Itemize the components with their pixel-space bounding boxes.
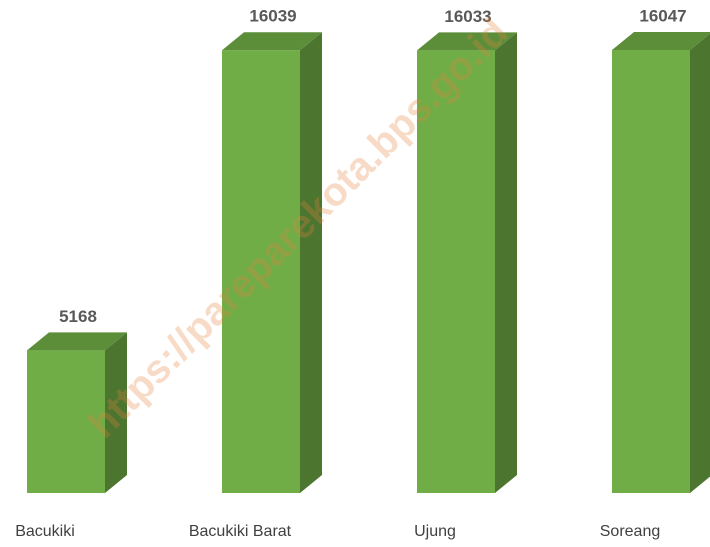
bar: [612, 50, 690, 493]
bar-top: [222, 32, 322, 51]
x-tick-label: Bacukiki Barat: [189, 523, 292, 540]
data-label: 5168: [59, 307, 97, 326]
x-tick-label: Bacukiki: [15, 523, 75, 540]
bar-side: [105, 332, 127, 493]
bar-side: [495, 32, 517, 494]
x-tick-label: Ujung: [414, 523, 456, 540]
bar-side: [690, 33, 710, 493]
bar-top: [612, 32, 710, 50]
bar-top: [27, 332, 127, 351]
data-label: 16047: [639, 6, 686, 25]
data-label: 16039: [249, 7, 296, 26]
data-label: 16033: [444, 7, 491, 26]
bar-top: [417, 32, 517, 51]
bar: [27, 350, 105, 493]
bar-side: [300, 32, 322, 493]
bar: [222, 50, 300, 493]
x-tick-label: Soreang: [600, 523, 661, 540]
bar: [417, 50, 495, 494]
